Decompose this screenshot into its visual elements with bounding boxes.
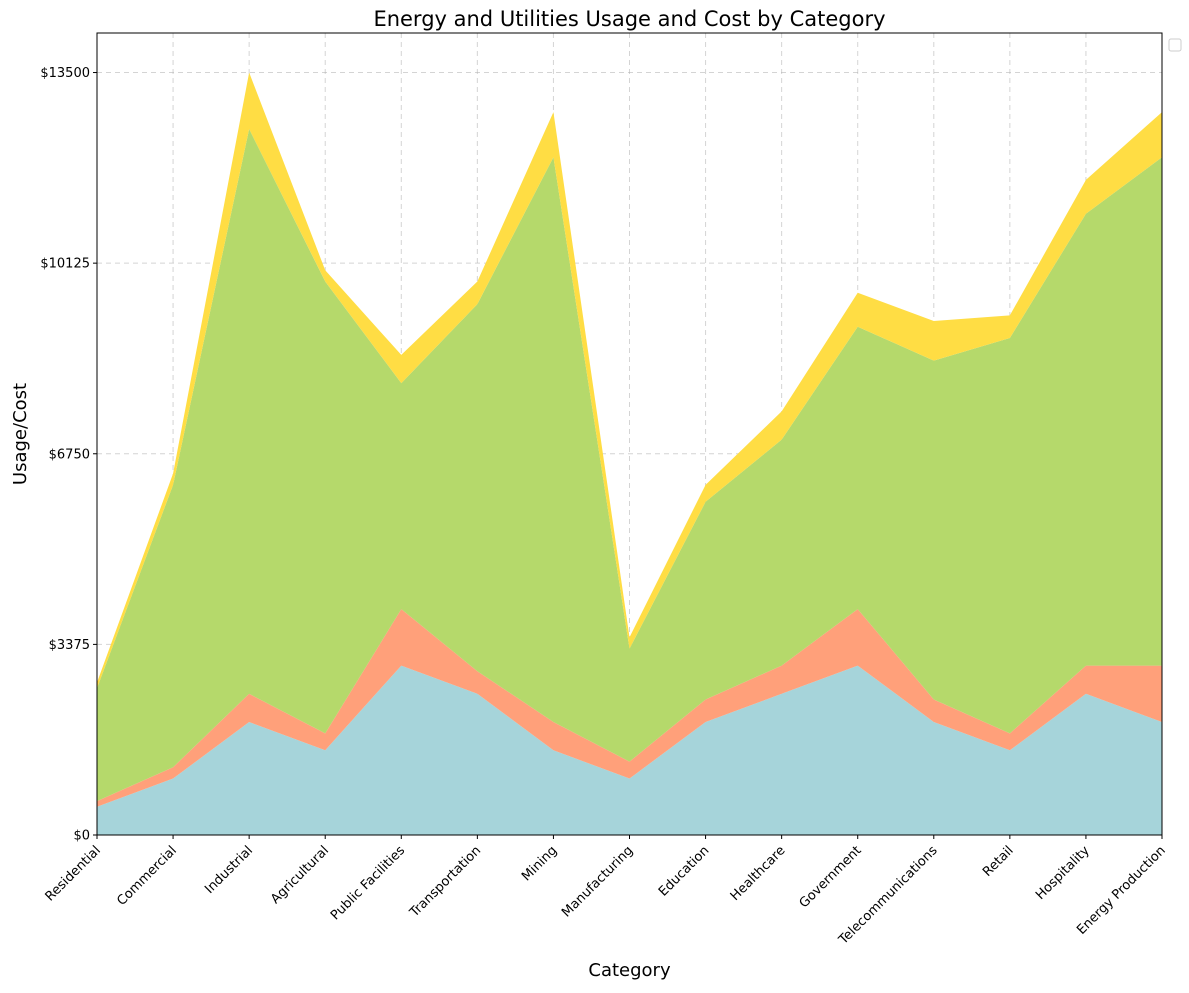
x-tick-label: Commercial <box>114 843 180 909</box>
y-axis-ticks: $0 $3375 $6750 $10125 $13500 <box>40 66 97 844</box>
y-tick-label: $6750 <box>49 447 90 462</box>
area-layer <box>97 72 1162 835</box>
x-tick-label: Mining <box>519 843 560 884</box>
y-axis-title: Usage/Cost <box>10 383 31 485</box>
x-tick-label: Transportation <box>406 843 484 921</box>
y-tick-label: $3375 <box>49 638 90 653</box>
x-tick-label: Industrial <box>202 843 256 897</box>
x-tick-label: Manufacturing <box>559 843 636 920</box>
area-series-3 <box>97 129 1162 802</box>
y-tick-label: $10125 <box>40 257 90 272</box>
area-series-2 <box>97 609 1162 807</box>
x-tick-label: Hospitality <box>1033 843 1093 903</box>
x-axis-title: Category <box>588 960 671 981</box>
y-tick-label: $0 <box>73 829 90 844</box>
chart-title: Energy and Utilities Usage and Cost by C… <box>373 7 885 31</box>
x-axis-ticks: Residential Commercial Industrial Agricultu… <box>43 835 1169 948</box>
x-tick-label: Education <box>656 843 712 899</box>
area-series-1 <box>97 665 1162 835</box>
x-tick-label: Public Facilities <box>328 843 408 923</box>
y-tick-label: $13500 <box>40 66 90 81</box>
legend-box <box>1168 38 1182 52</box>
x-tick-label: Healthcare <box>728 843 789 904</box>
x-tick-label: Government <box>797 843 865 911</box>
x-tick-label: Agricultural <box>268 843 332 907</box>
x-tick-label: Retail <box>980 843 1017 880</box>
x-tick-label: Residential <box>43 843 104 904</box>
